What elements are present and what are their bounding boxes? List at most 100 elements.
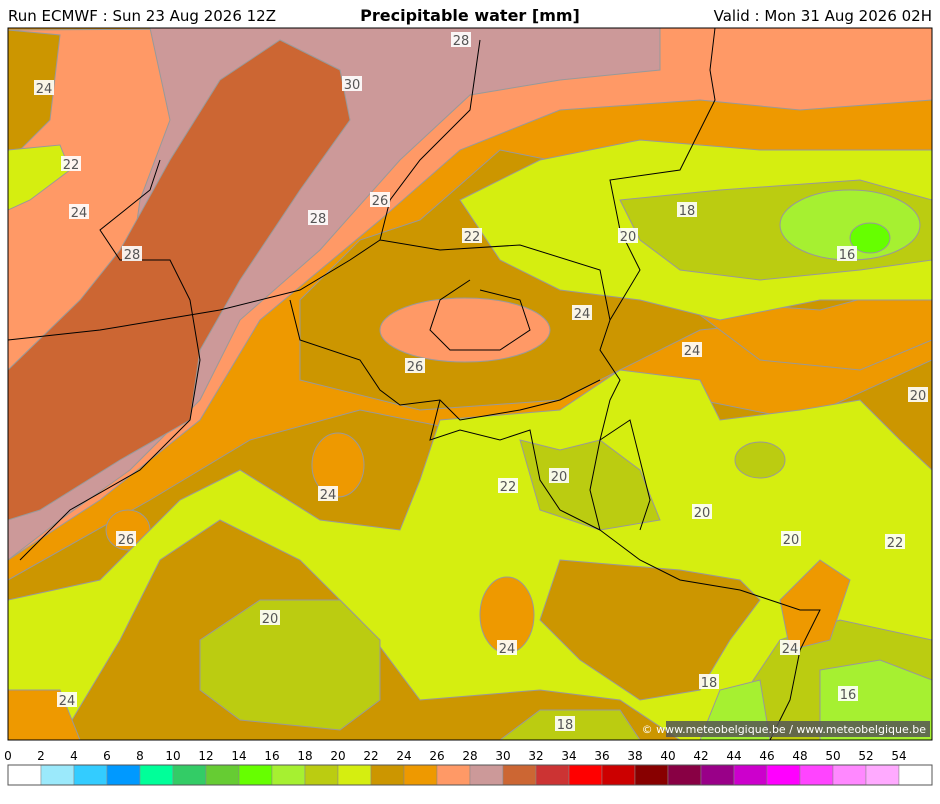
legend-swatch — [40, 764, 75, 786]
contour-label: 24 — [499, 642, 516, 657]
legend-tick-label: 18 — [297, 749, 312, 763]
legend-tick-label: 28 — [462, 749, 477, 763]
contour-label-bg — [885, 534, 905, 549]
contour-label-bg — [682, 342, 702, 357]
legend-swatch — [799, 764, 834, 786]
map-frame — [7, 27, 933, 741]
legend-swatch — [172, 764, 207, 786]
contour-label: 24 — [684, 344, 701, 359]
contour-label: 28 — [310, 212, 327, 227]
legend-tick-label: 22 — [363, 749, 378, 763]
legend-swatch — [568, 764, 603, 786]
contour-label-bg — [451, 32, 471, 47]
contour-label-bg — [780, 640, 800, 655]
field-30-32 — [8, 39, 351, 521]
contour-label-bg — [555, 716, 575, 731]
contour-label: 22 — [887, 536, 904, 551]
contour-label: 24 — [36, 82, 53, 97]
contour-label-bg — [462, 228, 482, 243]
legend-swatch — [238, 764, 273, 786]
legend-tick-label: 30 — [495, 749, 510, 763]
legend-tick-label: 48 — [792, 749, 807, 763]
field-26-28 — [379, 297, 551, 363]
contour-label-bg — [549, 468, 569, 483]
legend-tick-label: 36 — [594, 749, 609, 763]
contour-label: 30 — [344, 78, 361, 93]
legend-swatch — [205, 764, 240, 786]
contour-label: 22 — [500, 480, 517, 495]
legend-tick-label: 6 — [103, 749, 111, 763]
contour-label: 20 — [783, 533, 800, 548]
legend-tick-label: 50 — [825, 749, 840, 763]
borders — [7, 27, 821, 741]
contour-label: 22 — [464, 230, 481, 245]
contour-label-bg — [34, 80, 54, 95]
legend-swatch — [832, 764, 867, 786]
contour-label: 20 — [551, 470, 568, 485]
legend-swatch — [271, 764, 306, 786]
legend-tick-label: 12 — [198, 749, 213, 763]
contour-label-bg — [692, 504, 712, 519]
valid-label: Valid : Mon 31 Aug 2026 02H — [714, 7, 932, 25]
legend-swatch — [7, 764, 42, 786]
contour-label-bg — [370, 192, 390, 207]
legend-swatch — [106, 764, 141, 786]
legend-tick-label: 52 — [858, 749, 873, 763]
field-18-20 — [734, 441, 786, 479]
map-area: © www.meteobelgique.be / www.meteobelgiq… — [7, 27, 933, 741]
copyright-bg — [666, 721, 930, 737]
legend-tick-label: 38 — [627, 749, 642, 763]
contour-labels: 28 30 24 22 24 28 26 28 22 18 20 16 24 24 26 20 24 20 22 20… — [34, 32, 928, 733]
contour-label-bg — [308, 210, 328, 225]
contour-label-bg — [61, 156, 81, 171]
legend-tick-label: 34 — [561, 749, 576, 763]
contour-label: 20 — [910, 389, 927, 404]
legend-swatch — [139, 764, 174, 786]
contour-label-bg — [618, 228, 638, 243]
legend-swatch — [634, 764, 669, 786]
contour-label: 24 — [320, 488, 337, 503]
contour-label-bg — [498, 478, 518, 493]
legend-tick-label: 4 — [70, 749, 78, 763]
contour-label-bg — [260, 610, 280, 625]
legend-tick-label: 20 — [330, 749, 345, 763]
legend-swatch — [733, 764, 768, 786]
legend-tick-label: 46 — [759, 749, 774, 763]
contour-label-bg — [122, 246, 142, 261]
contour-label: 26 — [407, 360, 424, 375]
contour-label: 16 — [840, 688, 857, 703]
legend-tick-label: 24 — [396, 749, 411, 763]
legend-tick-label: 16 — [264, 749, 279, 763]
legend-tick-label: 14 — [231, 749, 246, 763]
legend-swatch — [73, 764, 108, 786]
field-18-20 — [199, 599, 381, 731]
legend-swatch — [667, 764, 702, 786]
legend-tick-label: 10 — [165, 749, 180, 763]
legend-swatch — [535, 764, 570, 786]
legend-swatch — [304, 764, 339, 786]
legend-tick-label: 26 — [429, 749, 444, 763]
contour-label-bg — [908, 387, 928, 402]
contour-label: 22 — [63, 158, 80, 173]
contour-label: 24 — [574, 307, 591, 322]
field-18-20 — [519, 439, 661, 531]
contour-label-bg — [677, 202, 697, 217]
legend-swatch — [898, 764, 933, 786]
contour-label-bg — [318, 486, 338, 501]
contour-label: 26 — [372, 194, 389, 209]
contour-label-bg — [837, 246, 857, 261]
contour-label-bg — [572, 305, 592, 320]
contour-label: 20 — [262, 612, 279, 627]
contour-label: 28 — [453, 34, 470, 49]
title: Precipitable water [mm] — [360, 6, 580, 25]
legend-swatch — [436, 764, 471, 786]
legend-swatch — [469, 764, 504, 786]
field-20-22 — [8, 144, 71, 211]
legend-swatch — [700, 764, 735, 786]
copyright: © www.meteobelgique.be / www.meteobelgiq… — [642, 723, 927, 736]
contour-label: 26 — [118, 533, 135, 548]
contour-label-bg — [838, 686, 858, 701]
legend-swatch — [502, 764, 537, 786]
legend-swatch — [370, 764, 405, 786]
